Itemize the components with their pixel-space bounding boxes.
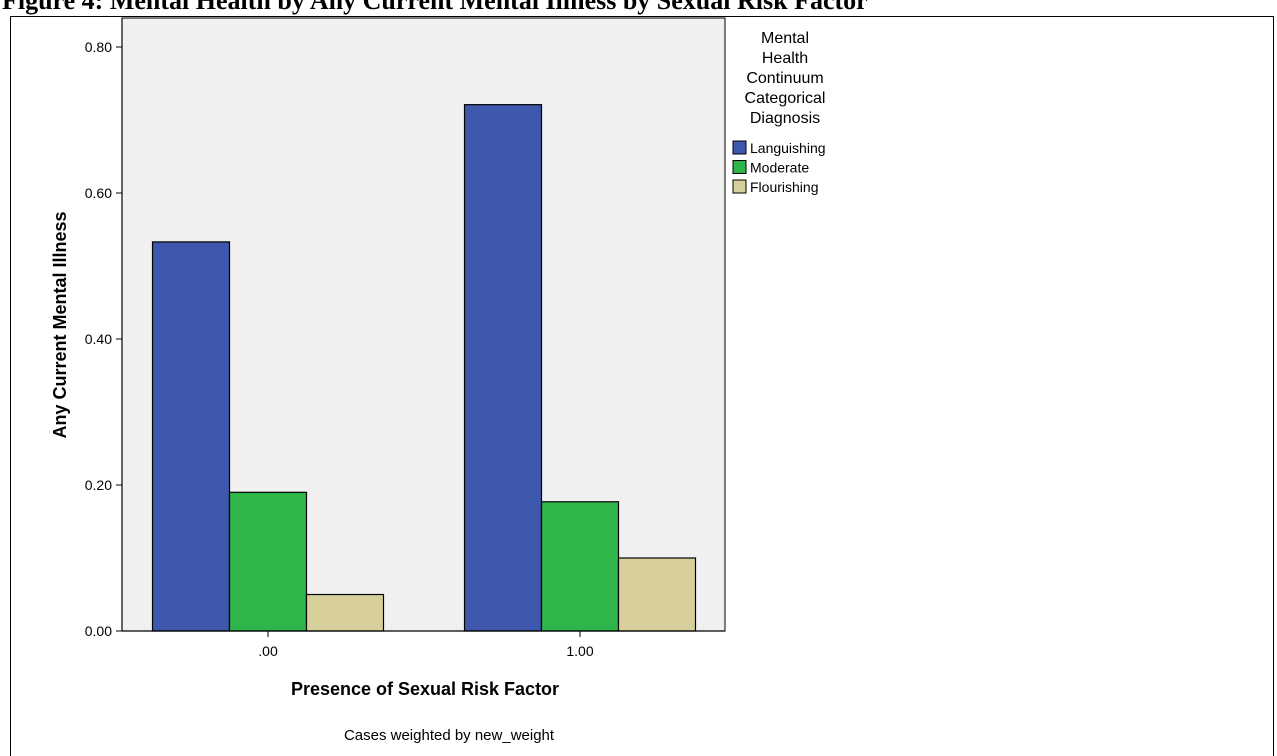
legend-label-flourishing: Flourishing	[750, 179, 818, 195]
legend-title-line: Continuum	[746, 70, 823, 87]
legend-title-line: Diagnosis	[750, 110, 820, 127]
legend-label-languishing: Languishing	[750, 140, 826, 156]
bar-flourishing-0	[305, 593, 385, 632]
bar-flourishing-1	[617, 557, 697, 632]
legend-swatch-moderate	[732, 160, 747, 174]
y-tick-label: 0.80	[85, 39, 112, 55]
legend-title-line: Health	[762, 50, 808, 67]
y-tick-label: 0.60	[85, 185, 112, 201]
legend-swatch-languishing	[732, 140, 747, 155]
x-axis-label: Presence of Sexual Risk Factor	[291, 679, 559, 699]
y-axis-label: Any Current Mental Illness	[50, 211, 70, 438]
legend: Mental Health Continuum Categorical Diagnosi…	[732, 30, 826, 195]
x-tick-label: 1.00	[566, 643, 593, 659]
figure-title: Figure 4: Mental Health by Any Current M…	[2, 0, 868, 15]
x-tick-label: .00	[258, 643, 278, 659]
bar-languishing-0	[151, 241, 231, 632]
legend-title-line: Mental	[761, 30, 809, 47]
legend-title-line: Categorical	[745, 90, 826, 107]
legend-swatch-flourishing	[732, 179, 747, 194]
legend-label-moderate: Moderate	[750, 160, 809, 176]
y-tick-label: 0.40	[85, 331, 112, 347]
bar-moderate-1	[540, 501, 620, 632]
footnote: Cases weighted by new_weight	[344, 727, 555, 744]
y-tick-label: 0.20	[85, 477, 112, 493]
bar-languishing-1	[463, 104, 543, 632]
figure-frame	[10, 16, 1274, 756]
y-tick-label: 0.00	[85, 623, 112, 639]
bar-moderate-0	[228, 491, 308, 632]
